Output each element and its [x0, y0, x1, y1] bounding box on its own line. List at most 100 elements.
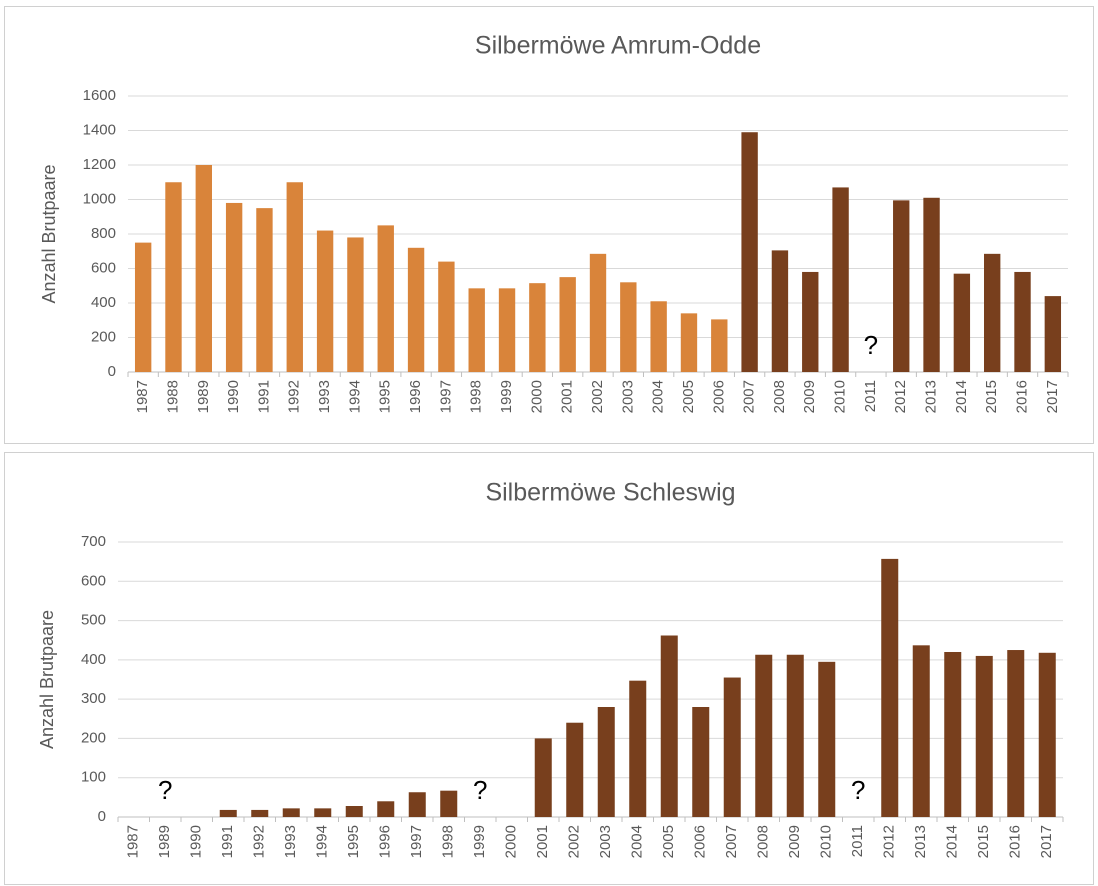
x-tick-label: 1991	[255, 380, 272, 413]
x-tick-label: 1999	[471, 825, 488, 858]
bar	[498, 288, 516, 372]
x-tick-label: 2001	[559, 380, 576, 413]
panel	[4, 6, 1094, 444]
x-tick-label: 2017	[1038, 825, 1055, 858]
bar	[692, 707, 710, 817]
x-tick-label: 2013	[912, 825, 929, 858]
x-tick-label: 1991	[219, 825, 236, 858]
x-tick-label: 1996	[407, 380, 424, 413]
y-tick-label: 0	[108, 363, 116, 380]
x-tick-label: 2017	[1044, 380, 1061, 413]
bar	[282, 808, 300, 817]
annotation: ?	[473, 775, 487, 805]
x-tick-label: 2015	[983, 380, 1000, 413]
x-tick-label: 1999	[498, 380, 515, 413]
y-tick-label: 200	[91, 328, 116, 345]
x-tick-label: 2004	[629, 825, 646, 858]
y-tick-label: 300	[81, 690, 106, 707]
x-tick-label: 2002	[566, 825, 583, 858]
y-tick-label: 700	[81, 533, 106, 550]
bar	[660, 635, 678, 817]
y-tick-label: 200	[81, 729, 106, 746]
x-tick-label: 1989	[195, 380, 212, 413]
y-tick-label: 1600	[83, 87, 116, 104]
x-tick-label: 1995	[345, 825, 362, 858]
x-tick-label: 2008	[771, 380, 788, 413]
x-tick-label: 2009	[801, 380, 818, 413]
x-tick-label: 2003	[619, 380, 636, 413]
bar	[953, 273, 971, 372]
x-tick-label: 1998	[468, 380, 485, 413]
x-tick-label: 2014	[953, 380, 970, 413]
y-axis-label: Anzahl Brutpaare	[37, 610, 57, 749]
x-tick-label: 2011	[849, 825, 866, 857]
bar	[771, 250, 789, 372]
x-tick-label: 2001	[534, 825, 551, 858]
bar	[818, 661, 836, 817]
bar	[407, 247, 425, 372]
bar	[347, 237, 364, 372]
x-tick-label: 2006	[710, 380, 727, 413]
x-tick-label: 2010	[832, 380, 849, 413]
x-tick-label: 1992	[251, 825, 268, 858]
bar	[975, 655, 993, 817]
x-tick-label: 1998	[440, 825, 457, 858]
x-tick-label: 1995	[377, 380, 394, 413]
bar	[723, 677, 741, 817]
bar	[134, 242, 152, 372]
y-tick-label: 1000	[83, 190, 116, 207]
bar	[534, 738, 552, 817]
x-tick-label: 2011	[862, 380, 879, 412]
bar	[944, 652, 962, 817]
x-tick-label: 1997	[437, 380, 454, 413]
x-tick-label: 1990	[188, 825, 205, 858]
x-tick-label: 2003	[597, 825, 614, 858]
bar	[377, 801, 395, 817]
x-tick-label: 1996	[377, 825, 394, 858]
bar	[984, 253, 1001, 372]
bar	[1038, 652, 1056, 817]
y-tick-label: 600	[91, 259, 116, 276]
bar	[786, 654, 804, 817]
bar	[440, 790, 458, 817]
x-tick-label: 2016	[1007, 825, 1024, 858]
bar	[408, 792, 426, 817]
x-tick-label: 2009	[786, 825, 803, 858]
x-tick-label: 2000	[503, 825, 520, 858]
x-tick-label: 2002	[589, 380, 606, 413]
x-tick-label: 2004	[650, 380, 667, 413]
bar	[893, 200, 910, 372]
x-tick-label: 2014	[944, 825, 961, 858]
y-tick-label: 0	[98, 808, 106, 825]
y-tick-label: 1400	[83, 121, 116, 138]
x-tick-label: 1997	[408, 825, 425, 858]
y-tick-label: 500	[81, 612, 106, 629]
bar	[741, 132, 758, 372]
panel	[4, 452, 1094, 885]
bar	[832, 187, 849, 372]
x-tick-label: 2000	[528, 380, 545, 413]
bar	[529, 283, 546, 372]
y-tick-label: 1200	[83, 156, 116, 173]
bar	[1014, 271, 1031, 372]
y-axis-label: Anzahl Brutpaare	[39, 164, 59, 303]
x-tick-label: 2016	[1013, 380, 1030, 413]
bar	[597, 707, 615, 817]
x-tick-label: 2012	[881, 825, 898, 858]
bar	[256, 208, 273, 372]
x-tick-label: 2015	[975, 825, 992, 858]
x-tick-label: 2010	[818, 825, 835, 858]
bar	[559, 277, 576, 372]
x-tick-label: 1990	[225, 380, 242, 413]
x-tick-label: 1989	[156, 825, 173, 858]
x-tick-label: 2008	[755, 825, 772, 858]
y-tick-label: 800	[91, 225, 116, 242]
bar	[912, 645, 930, 817]
y-tick-label: 100	[81, 769, 106, 786]
bar	[286, 182, 303, 372]
bar	[195, 165, 212, 372]
bar	[589, 253, 607, 372]
bar	[438, 261, 455, 372]
x-tick-label: 1987	[125, 825, 142, 858]
